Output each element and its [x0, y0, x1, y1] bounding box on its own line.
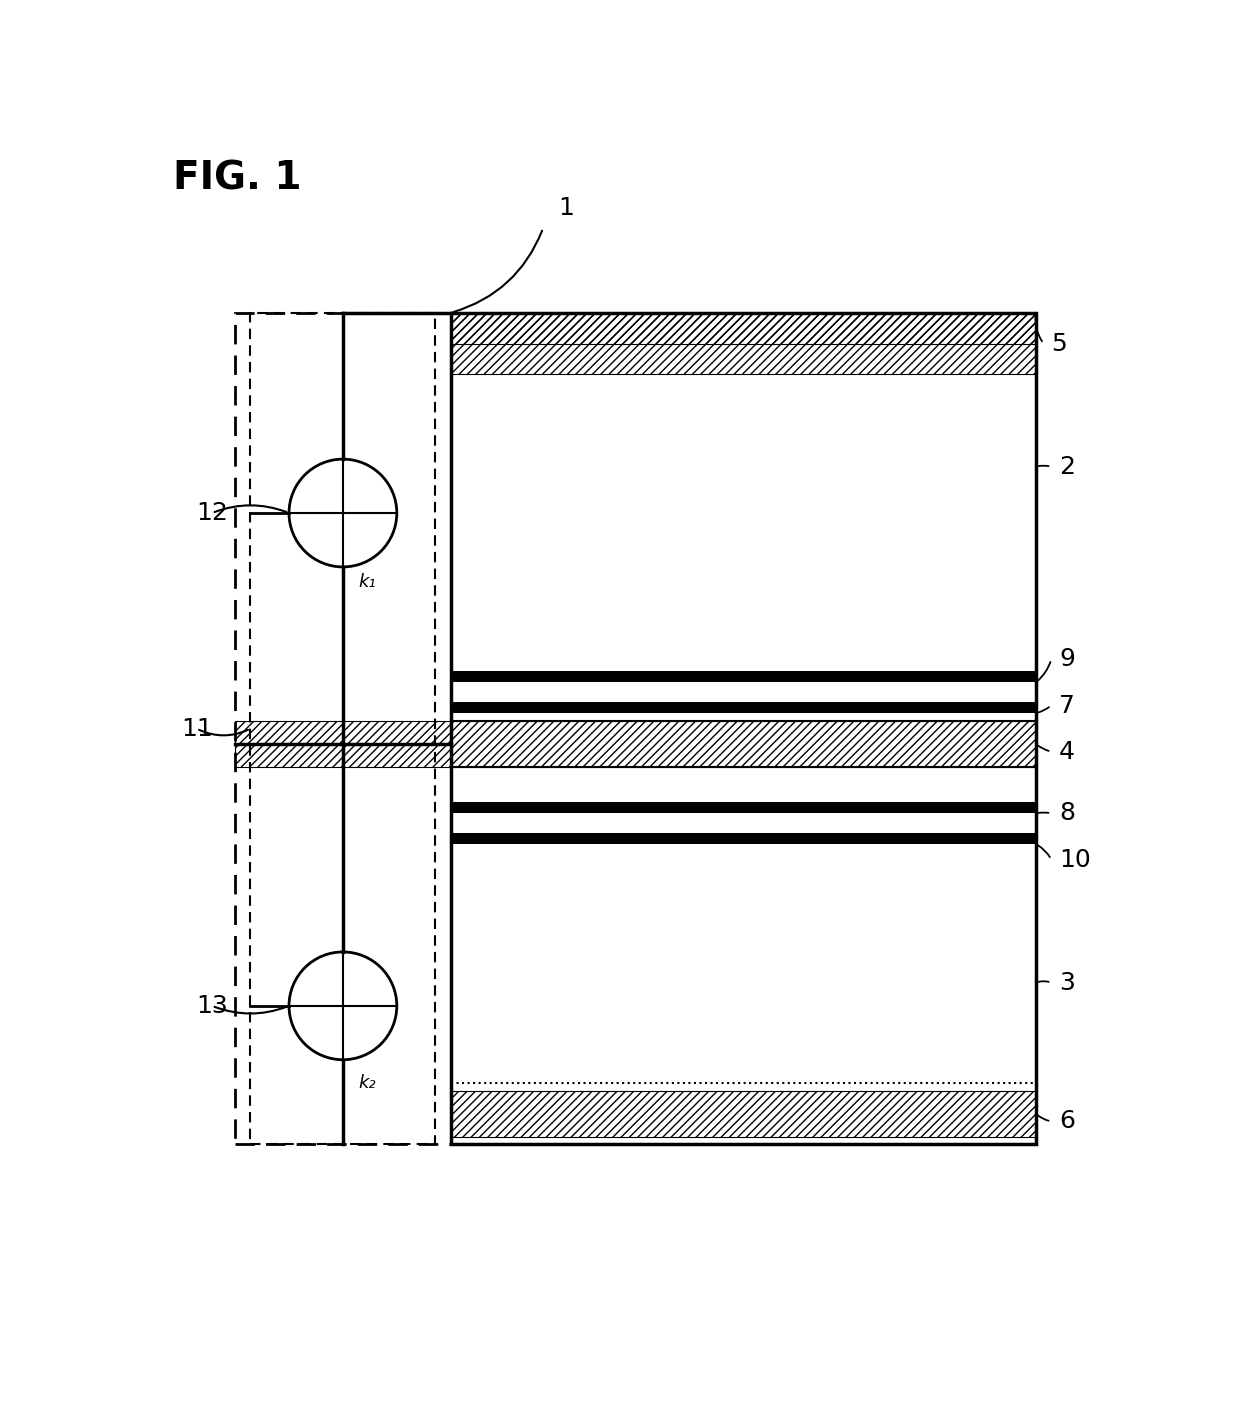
Text: k₁: k₁ — [358, 573, 376, 591]
Bar — [450, 671, 1035, 682]
Bar — [450, 702, 1035, 713]
Text: 6: 6 — [1059, 1109, 1075, 1133]
Bar — [450, 802, 1035, 813]
Text: FIG. 1: FIG. 1 — [174, 159, 303, 197]
Bar — [236, 312, 1035, 1144]
Text: 11: 11 — [181, 716, 213, 740]
Bar — [236, 720, 1035, 767]
Text: 12: 12 — [197, 501, 228, 525]
Bar — [250, 312, 435, 1144]
Bar — [450, 312, 1035, 1144]
Bar — [450, 312, 1035, 374]
Text: 4: 4 — [1059, 740, 1075, 764]
Text: 8: 8 — [1059, 802, 1075, 826]
Text: k₂: k₂ — [358, 1074, 376, 1092]
Text: 13: 13 — [197, 993, 228, 1017]
Bar — [450, 312, 1035, 343]
Text: 9: 9 — [1059, 647, 1075, 671]
Text: 7: 7 — [1059, 694, 1075, 718]
Text: 2: 2 — [1059, 454, 1075, 478]
Bar — [450, 1090, 1035, 1137]
Text: 10: 10 — [1059, 847, 1091, 871]
Text: 1: 1 — [558, 197, 574, 221]
Text: 5: 5 — [1052, 332, 1068, 356]
Text: 3: 3 — [1059, 971, 1075, 995]
Bar — [450, 833, 1035, 844]
